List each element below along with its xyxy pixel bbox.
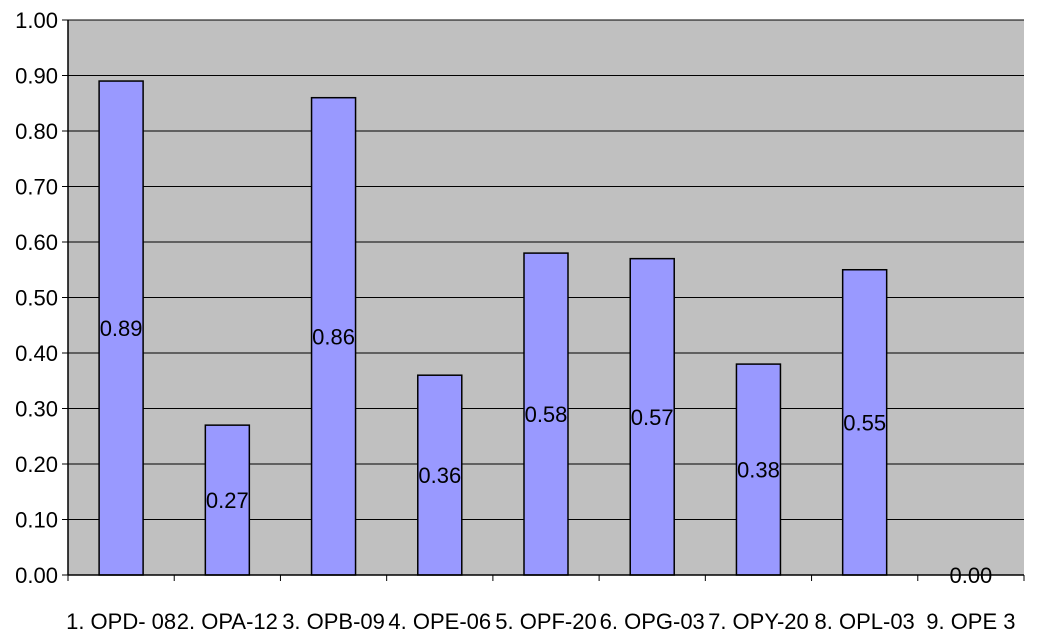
y-tick-label: 0.90 (15, 64, 58, 89)
axes (62, 19, 1025, 581)
bar (735, 363, 782, 576)
bar (98, 80, 144, 576)
bar (841, 269, 888, 576)
data-label: 0.57 (631, 405, 674, 430)
data-label: 0.36 (418, 463, 461, 488)
y-tick-label: 0.30 (15, 397, 58, 422)
category-label: 4. OPE-06 (388, 609, 491, 634)
data-label: 0.89 (100, 316, 143, 341)
data-label: 0.86 (312, 324, 355, 349)
category-label: 9. OPE 3 (926, 609, 1015, 634)
y-tick-label: 0.60 (15, 230, 58, 255)
x-category-labels: 1. OPD- 08 2. OPA-12 3. OPB-09 4. OPE-06 5. … (66, 609, 1015, 634)
data-labels: 0.89 0.27 0.86 0.36 0.58 0.57 0.38 0.55 0.00 (100, 316, 993, 588)
y-tick-label: 0.50 (15, 286, 58, 311)
bars (98, 80, 888, 576)
data-label: 0.58 (525, 402, 568, 427)
category-label: 2. OPA-12 (177, 609, 278, 634)
y-tick-label: 0.20 (15, 452, 58, 477)
data-label: 0.27 (206, 488, 249, 513)
data-label: 0.55 (843, 410, 886, 435)
category-label: 7. OPY-20 (708, 609, 809, 634)
y-tick-label: 1.00 (15, 8, 58, 33)
data-label: 0.38 (737, 458, 780, 483)
category-label: 8. OPL-03 (815, 609, 915, 634)
data-label: 0.00 (949, 563, 992, 588)
y-tick-label: 0.00 (15, 563, 58, 588)
y-tick-label: 0.80 (15, 119, 58, 144)
y-tick-label: 0.10 (15, 508, 58, 533)
category-label: 1. OPD- 08 (66, 609, 176, 634)
bar (310, 96, 357, 576)
category-label: 6. OPG-03 (600, 609, 705, 634)
bar (523, 252, 569, 576)
y-tick-label: 0.40 (15, 341, 58, 366)
y-tick-label: 0.70 (15, 175, 58, 200)
y-tick-labels: 0.00 0.10 0.20 0.30 0.40 0.50 0.60 0.70 0.80 0.90… (15, 8, 58, 588)
category-label: 3. OPB-09 (282, 609, 385, 634)
category-label: 5. OPF-20 (495, 609, 596, 634)
